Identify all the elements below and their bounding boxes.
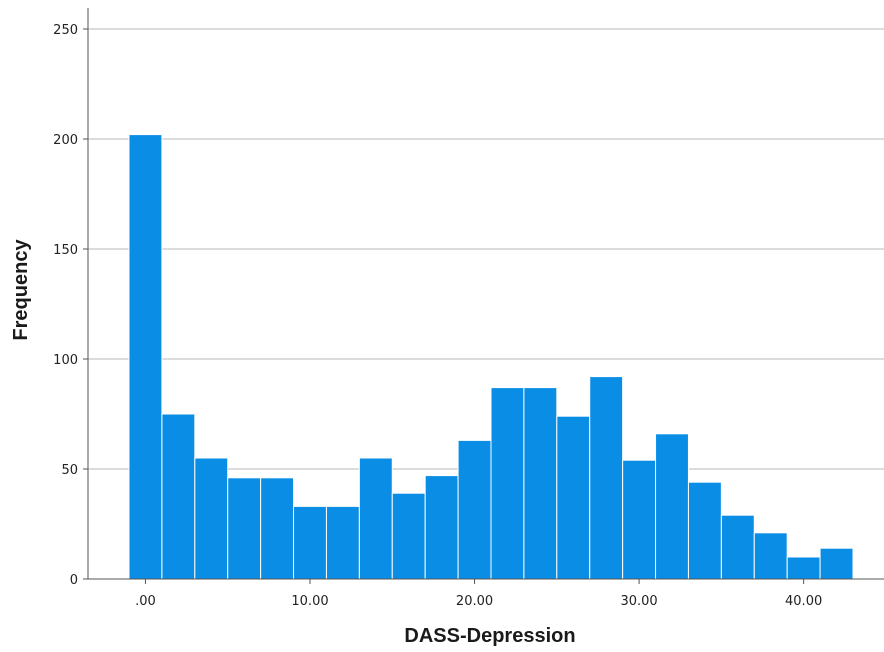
- x-tick-labels: .00 10.00 20.00 30.00 40.00: [135, 579, 822, 609]
- histogram-bar: [655, 433, 689, 580]
- histogram-bar: [753, 532, 788, 580]
- histogram-bar: [161, 413, 196, 580]
- histogram-bars: [128, 134, 854, 580]
- histogram-bar: [556, 415, 591, 580]
- y-tick-label: 150: [53, 243, 78, 258]
- histogram-bar: [687, 481, 722, 580]
- x-tick-label: 10.00: [291, 594, 328, 609]
- y-tick-label: 250: [53, 23, 78, 38]
- histogram-bar: [194, 457, 229, 580]
- y-tick-label: 200: [53, 133, 78, 148]
- histogram-bar: [622, 459, 657, 580]
- histogram-bar: [786, 556, 821, 580]
- y-tick-label: 0: [70, 573, 78, 588]
- histogram-bar: [720, 514, 755, 580]
- x-tick-label: 20.00: [456, 594, 493, 609]
- histogram-bar: [490, 387, 525, 580]
- histogram-bar: [589, 376, 624, 580]
- y-axis-title: Frequency: [10, 239, 32, 341]
- histogram-bar: [358, 457, 393, 580]
- y-tick-labels: 0 50 100 150 200 250: [53, 23, 88, 588]
- x-tick-label: 40.00: [785, 594, 822, 609]
- histogram-bar: [523, 387, 558, 580]
- histogram-bar: [260, 477, 295, 580]
- histogram-bar: [819, 547, 854, 580]
- histogram-bar: [457, 439, 492, 580]
- y-tick-label: 100: [53, 353, 78, 368]
- gridlines: [88, 28, 884, 470]
- histogram-bar: [424, 475, 459, 580]
- y-tick-label: 50: [61, 463, 78, 478]
- histogram-bar: [325, 505, 360, 580]
- x-axis-title: DASS-Depression: [404, 625, 575, 647]
- histogram-bar: [128, 134, 163, 580]
- histogram-bar: [391, 492, 426, 580]
- histogram-bar: [227, 477, 262, 580]
- histogram-bar: [293, 505, 327, 580]
- x-tick-label: .00: [135, 594, 156, 609]
- x-tick-label: 30.00: [620, 594, 657, 609]
